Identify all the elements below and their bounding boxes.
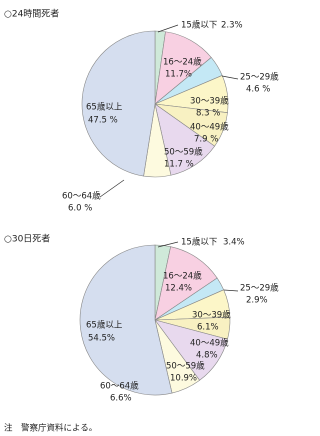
slice-label: 50〜59歳 (166, 361, 205, 372)
slice-label: 15歳以下 (181, 20, 218, 31)
slice-label: 60〜64歳 (62, 191, 101, 202)
pie-slice (79, 244, 173, 396)
slice-label: 65歳以上 (86, 102, 123, 113)
slice-label: 30〜39歳 (190, 96, 229, 107)
value-label: 12.4% (165, 284, 192, 294)
leader-line (99, 179, 125, 198)
slice-label: 25〜29歳 (240, 72, 279, 83)
value-label: 2.9% (246, 296, 268, 306)
leader-line (221, 75, 239, 80)
value-label: 8.3 % (196, 109, 220, 119)
value-label: 6.1% (197, 323, 219, 333)
value-label: 10.9% (170, 374, 197, 384)
value-label: 11.7 % (164, 160, 194, 170)
figure: ○24時間死者 ○30日死者 注 警察庁資料による。 15歳以下 2.3%16〜2… (4, 9, 279, 434)
leader-line (157, 241, 179, 248)
slice-label: 16〜24歳 (163, 271, 202, 282)
leader-line (157, 24, 179, 33)
slice-label: 60〜64歳 (100, 381, 139, 392)
value-label: 4.6 % (246, 85, 270, 95)
value-label: 4.8% (196, 351, 218, 361)
chart-title: ○30日死者 (4, 234, 50, 245)
slice-label: 30〜39歳 (192, 310, 231, 321)
slice-label: 25〜29歳 (240, 283, 279, 294)
slice-label: 50〜59歳 (164, 147, 203, 158)
note: 注 警察庁資料による。 (4, 423, 97, 434)
value-label: 6.6% (110, 394, 132, 404)
slice-label: 40〜49歳 (190, 122, 229, 133)
value-label: 6.0 % (68, 204, 92, 214)
value-label: 2.3% (221, 21, 243, 31)
value-label: 3.4% (223, 238, 245, 248)
value-label: 47.5 % (88, 116, 118, 126)
value-label: 7.9 % (194, 135, 218, 145)
slice-label: 15歳以下 (181, 237, 218, 248)
value-label: 11.7% (165, 70, 192, 80)
slice-label: 65歳以上 (86, 320, 123, 331)
chart-title: ○24時間死者 (4, 9, 59, 20)
slice-label: 16〜24歳 (163, 57, 202, 68)
leader-line (223, 289, 239, 292)
slice-label: 40〜49歳 (190, 338, 229, 349)
pie-slice (81, 30, 156, 177)
value-label: 54.5% (88, 334, 115, 344)
